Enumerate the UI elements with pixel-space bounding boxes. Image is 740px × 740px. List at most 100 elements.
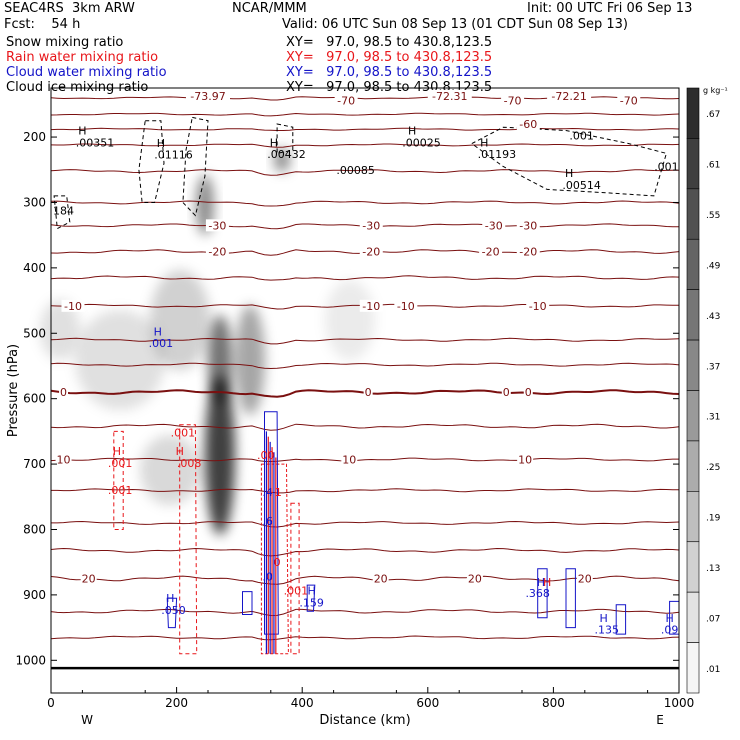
annotation-8: .00025 <box>402 136 441 149</box>
temp-label-4-2: -10 <box>397 300 415 313</box>
annotation-0: H <box>78 125 86 138</box>
field-snow-xy: XY= 97.0, 98.5 to 430.8,123.5 <box>286 35 493 50</box>
snow-shade-3 <box>235 305 265 415</box>
field-snow-label: Snow mixing ratio <box>6 35 124 50</box>
annotation-12: H <box>565 167 573 180</box>
colorbar-cell-7 <box>686 440 700 492</box>
x-tick-label-3: 600 <box>416 696 439 710</box>
annotation-36: H <box>543 576 551 589</box>
temp-label-bg-0-1 <box>334 94 358 107</box>
y-tick-label-4: 600 <box>23 392 46 406</box>
annotation-31: H <box>307 584 315 597</box>
init-time: Init: 00 UTC Fri 06 Sep 13 <box>527 1 693 16</box>
field-rain-label: Rain water mixing ratio <box>6 50 159 65</box>
temp-label-0-2: -72.31 <box>432 90 467 103</box>
y-tick-label-8: 1000 <box>15 653 46 667</box>
colorbar-tick-2: .13 <box>706 564 720 574</box>
temp-contour-5 <box>50 200 680 207</box>
forecast-hour: Fcst: 54 h <box>4 17 81 32</box>
annotation-14: .001 <box>654 160 679 173</box>
temp-label-6-2: 10 <box>518 454 532 467</box>
temp-label-7-1: 20 <box>374 573 388 586</box>
colorbar-cell-8 <box>686 491 700 543</box>
x-axis-label: Distance (km) <box>319 713 410 728</box>
temp-label-4-0: -10 <box>64 300 82 313</box>
temp-label-0-4: -72.21 <box>551 90 586 103</box>
y-tick-label-5: 700 <box>23 457 46 471</box>
annotation-37: .368 <box>525 587 550 600</box>
temp-label-bg-2-3 <box>516 219 540 232</box>
annotation-10: .01193 <box>478 148 517 161</box>
annotation-22: H <box>176 445 184 458</box>
y-tick-label-2: 400 <box>23 261 46 275</box>
temp-label-bg-4-1 <box>359 299 383 312</box>
cloud-contour-g <box>615 604 627 635</box>
temp-contour-19 <box>50 608 680 617</box>
temp-label-bg-6-1 <box>341 453 358 466</box>
temp-label-7-2: 20 <box>468 573 482 586</box>
temp-label-bg-5-2 <box>501 386 511 399</box>
temp-label-4-3: -10 <box>529 300 547 313</box>
annotation-1: .00351 <box>76 136 115 149</box>
temp-label-4-1: -10 <box>362 300 380 313</box>
temp-contour-17 <box>50 547 680 557</box>
ice-contour-a <box>138 120 165 203</box>
temp-contour-14 <box>50 457 679 463</box>
annotation-2: H <box>157 137 165 150</box>
valid-time: Valid: 06 UTC Sun 08 Sep 13 (01 CDT Sun … <box>282 17 628 32</box>
field-cloudwater-label: Cloud water mixing ratio <box>6 65 167 80</box>
snow-shade-5 <box>75 310 165 410</box>
y-axis-label: Pressure (hPa) <box>6 344 21 437</box>
snow-shading-layer <box>40 148 375 535</box>
center-title: NCAR/MMM <box>232 1 307 16</box>
temp-label-bg-7-3 <box>576 572 593 585</box>
snow-shade-4 <box>150 270 210 370</box>
colorbar-tick-5: .31 <box>706 413 720 423</box>
annotation-16: H <box>154 325 162 338</box>
temp-label-bg-1-0 <box>516 117 540 130</box>
snow-shade-7 <box>140 435 200 505</box>
temp-contour-1 <box>50 112 680 117</box>
temp-label-bg-3-1 <box>359 245 383 258</box>
temp-label-5-1: 0 <box>365 386 372 399</box>
temp-contour-15 <box>51 488 680 494</box>
y-tick-label-0: 200 <box>23 130 46 144</box>
cloud-contour-d <box>306 584 316 612</box>
temp-label-bg-2-1 <box>359 219 383 232</box>
colorbar-tick-7: .43 <box>706 312 720 322</box>
colorbar-tick-3: .19 <box>706 514 721 524</box>
rain-contour-c <box>260 463 289 655</box>
temp-label-bg-5-0 <box>59 386 69 399</box>
colorbar-cell-9 <box>686 541 700 593</box>
temp-label-2-3: -30 <box>519 219 537 232</box>
temp-label-2-2: -30 <box>485 219 503 232</box>
colorbar-tick-11: .67 <box>706 110 720 120</box>
temp-label-bg-4-2 <box>394 299 418 312</box>
snow-shade-9 <box>325 280 375 360</box>
temp-contour-8 <box>50 275 680 281</box>
temp-label-2-0: -30 <box>208 219 226 232</box>
annotation-5: .00432 <box>267 148 306 161</box>
annotation-11: .001 <box>569 130 594 143</box>
temp-label-bg-0-2 <box>427 89 472 102</box>
temp-label-3-1: -20 <box>362 246 380 259</box>
colorbar-cell-4 <box>686 289 700 341</box>
temp-label-7-0: 20 <box>82 573 96 586</box>
cloud-contour-e <box>537 568 548 619</box>
ice-contour-c <box>276 123 294 155</box>
colorbar-cell-5 <box>686 339 700 391</box>
field-rain-xy: XY= 97.0, 98.5 to 430.8,123.5 <box>286 50 493 65</box>
temp-label-0-5: -70 <box>620 94 638 107</box>
cloud-contour-f <box>565 568 576 629</box>
annotation-27: .6 <box>262 515 273 528</box>
snow-shade-0 <box>205 375 235 535</box>
plot-border <box>50 87 680 694</box>
y-tick-label-6: 800 <box>23 522 46 536</box>
annotation-6: .00085 <box>336 164 375 177</box>
x-end-label-east: E <box>656 713 664 727</box>
annotation-25: .4 <box>262 486 273 499</box>
ice-contour-b <box>182 116 209 217</box>
temp-label-bg-6-0 <box>55 453 72 466</box>
